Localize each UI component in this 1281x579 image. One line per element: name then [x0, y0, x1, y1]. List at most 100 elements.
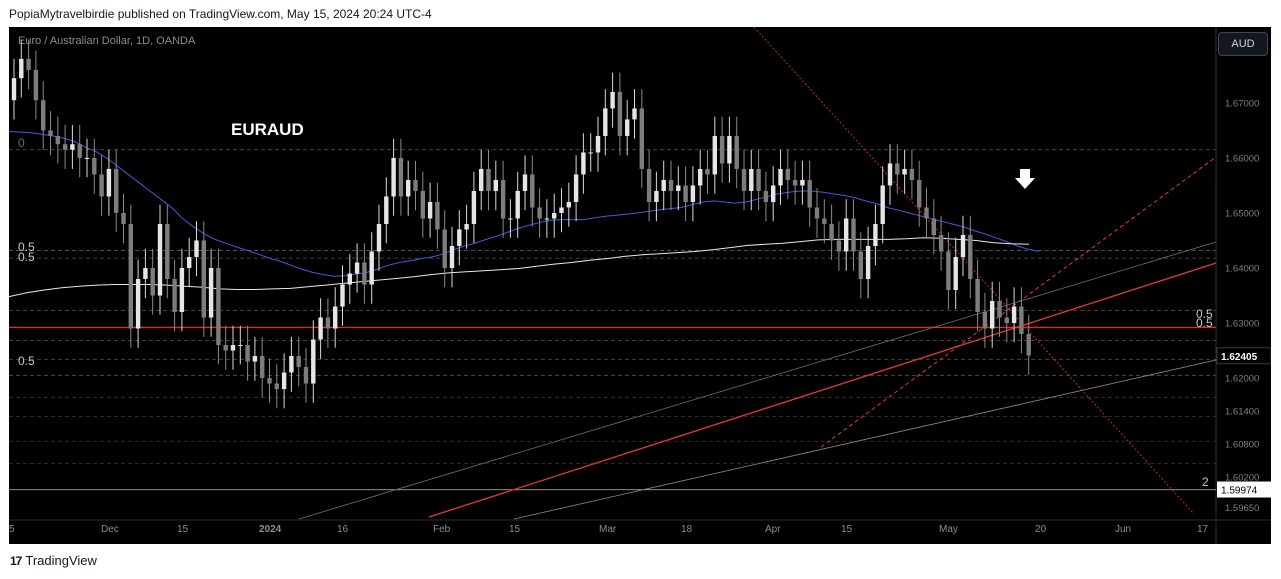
candle-body	[668, 179, 674, 191]
candle	[41, 80, 46, 150]
candle	[84, 138, 90, 178]
candle-body	[500, 179, 506, 219]
candle	[887, 144, 893, 205]
candle	[201, 221, 206, 337]
candle	[931, 199, 936, 255]
candle-body	[157, 223, 163, 296]
candle	[749, 149, 754, 211]
candle-body	[369, 251, 374, 285]
candle-body	[354, 262, 360, 274]
chart-panel[interactable]: 1.680001.670001.660001.650001.640001.630…	[9, 27, 1271, 544]
candle	[274, 364, 279, 409]
candle	[11, 58, 17, 120]
currency-button[interactable]: AUD	[1218, 32, 1268, 56]
symbol-title: Euro / Australian Dollar, 1D, OANDA	[18, 35, 196, 47]
candle-body	[55, 135, 60, 145]
candle-body	[457, 229, 462, 246]
candle	[471, 171, 477, 244]
candle-body	[865, 245, 871, 280]
candle-body	[347, 273, 352, 285]
candle	[661, 160, 666, 211]
candle	[296, 336, 301, 387]
candle-body	[391, 157, 396, 197]
candle	[960, 215, 966, 277]
candle	[340, 265, 345, 326]
candle	[106, 149, 112, 216]
candle-body	[610, 91, 615, 109]
candle-body	[325, 317, 331, 329]
candle-body	[719, 135, 725, 164]
candle-body	[340, 284, 345, 307]
candle-body	[924, 207, 929, 219]
candle-body	[70, 144, 75, 150]
candle	[792, 160, 798, 205]
candle-body	[661, 179, 666, 191]
time-tick-label: Feb	[433, 524, 451, 535]
candle-body	[150, 267, 155, 296]
candle	[77, 124, 82, 178]
candle-body	[792, 179, 798, 186]
candle	[683, 166, 688, 222]
candle	[829, 204, 834, 260]
candle-body	[771, 185, 776, 202]
candle-body	[245, 345, 250, 362]
price-tick-label: 1.64000	[1225, 263, 1259, 274]
candle	[1004, 298, 1009, 343]
time-tick-label: Dec	[101, 524, 119, 535]
candle	[785, 149, 790, 200]
candle	[610, 72, 615, 128]
candle	[990, 281, 995, 348]
candle-body	[420, 190, 425, 219]
candle	[625, 100, 630, 156]
footer-brand[interactable]: 17 TradingView	[10, 553, 97, 568]
moving-average-line	[9, 131, 1040, 277]
candle-body	[573, 174, 579, 202]
candle-body	[741, 168, 747, 191]
candle	[449, 226, 455, 288]
price-chart[interactable]: 1.680001.670001.660001.650001.640001.630…	[9, 27, 1271, 544]
candle-body	[552, 212, 557, 219]
candle-body	[464, 223, 469, 230]
candle-body	[931, 218, 936, 235]
candle	[982, 292, 988, 348]
candle	[508, 199, 513, 238]
candle	[880, 166, 885, 244]
candle-body	[143, 267, 148, 280]
candle-body	[413, 179, 418, 191]
candle	[420, 171, 425, 238]
candle	[406, 160, 411, 216]
time-tick-label: 5	[9, 524, 15, 535]
trendline-dotted-down	[753, 27, 1195, 515]
fib-label-left: 0	[18, 136, 25, 150]
candle-body	[92, 157, 97, 175]
candle-body	[595, 135, 601, 153]
candle-body	[953, 256, 958, 291]
last-price-tag	[1216, 347, 1271, 365]
candle-body	[960, 234, 966, 257]
trendline-tan	[513, 359, 1217, 520]
candle	[522, 155, 528, 211]
fib-label-left: 0.5	[18, 250, 35, 264]
fib-label-left: 0.5	[18, 354, 35, 368]
candle	[588, 133, 593, 172]
candle	[62, 124, 68, 169]
fib-label-left: 0.5	[18, 240, 35, 254]
candle	[354, 243, 360, 293]
candle	[362, 243, 367, 304]
candle-body	[515, 190, 520, 219]
time-tick-label: Apr	[765, 524, 781, 535]
candle	[595, 116, 601, 172]
trendline-support	[428, 262, 1217, 518]
candle	[179, 248, 185, 332]
candle	[384, 177, 389, 244]
price-tick-label: 1.59650	[1225, 503, 1259, 514]
candle	[457, 210, 462, 266]
candle-body	[1019, 306, 1024, 335]
candle-body	[785, 168, 790, 180]
candle	[858, 232, 863, 299]
candle-body	[654, 190, 659, 202]
candle	[865, 226, 871, 299]
candle-body	[121, 212, 126, 224]
candle-body	[895, 163, 900, 175]
candle-body	[289, 356, 294, 373]
